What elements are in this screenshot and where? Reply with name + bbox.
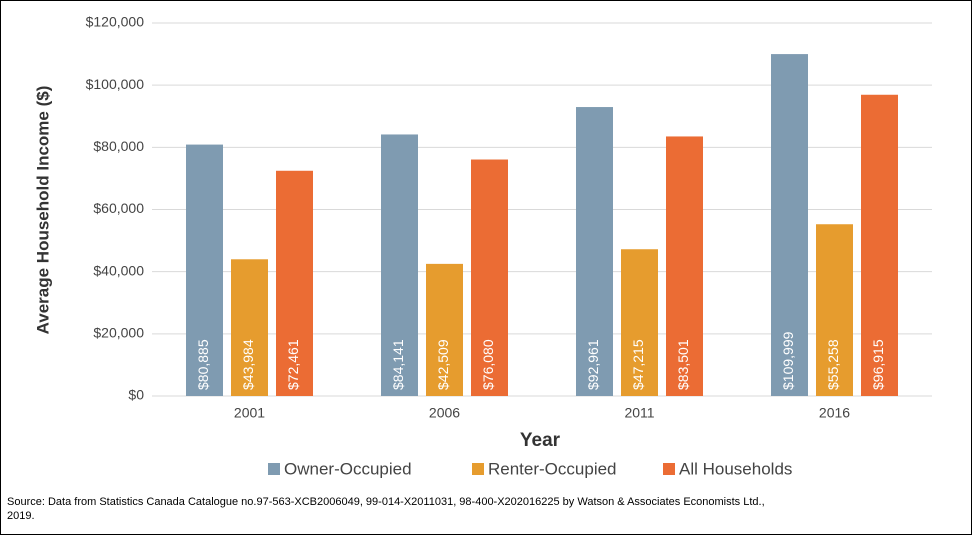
- value-label: $43,984: [240, 339, 256, 390]
- value-label: $80,885: [195, 339, 211, 390]
- value-label: $55,258: [825, 339, 841, 390]
- value-label: $42,509: [435, 339, 451, 390]
- bar: [276, 170, 313, 396]
- bar: [861, 94, 898, 397]
- bar: [816, 224, 853, 396]
- legend-label: Owner-Occupied: [284, 459, 412, 478]
- legend-label: Renter-Occupied: [488, 459, 617, 478]
- value-label: $92,961: [585, 339, 601, 390]
- value-label: $109,999: [780, 331, 796, 390]
- value-label: $84,141: [390, 339, 406, 390]
- value-label: $72,461: [285, 339, 301, 390]
- y-tick-label: $80,000: [93, 138, 144, 154]
- bar: [471, 159, 508, 396]
- legend-swatch: [663, 463, 675, 475]
- x-tick-label: 2006: [429, 405, 460, 421]
- y-tick-label: $20,000: [93, 325, 144, 341]
- value-label: $83,501: [675, 339, 691, 390]
- y-tick-label: $120,000: [86, 14, 145, 30]
- value-label: $47,215: [630, 339, 646, 390]
- y-tick-label: $0: [128, 387, 144, 403]
- source-note: Source: Data from Statistics Canada Cata…: [7, 496, 765, 522]
- value-label: $76,080: [480, 339, 496, 390]
- x-tick-label: 2016: [819, 405, 850, 421]
- legend-label: All Households: [679, 459, 792, 478]
- y-axis-label: Average Household Income ($): [33, 86, 52, 335]
- bar: [666, 136, 703, 397]
- y-tick-label: $100,000: [86, 76, 145, 92]
- x-tick-label: 2001: [234, 405, 265, 421]
- bar: [771, 54, 808, 397]
- legend-swatch: [268, 463, 280, 475]
- bar: [231, 259, 268, 396]
- y-tick-label: $40,000: [93, 262, 144, 278]
- bar: [576, 107, 613, 396]
- legend-swatch: [472, 463, 484, 475]
- y-tick-label: $60,000: [93, 200, 144, 216]
- bar: [621, 249, 658, 396]
- x-tick-label: 2011: [624, 405, 654, 421]
- x-axis-label: Year: [520, 430, 561, 451]
- value-label: $96,915: [870, 339, 886, 390]
- bar: [381, 134, 418, 396]
- bar: [186, 144, 223, 396]
- bar: [426, 263, 463, 396]
